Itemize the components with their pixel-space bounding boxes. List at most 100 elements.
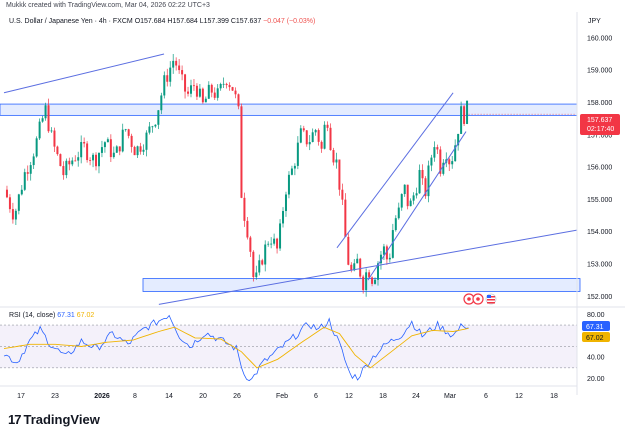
candle-body — [323, 124, 326, 149]
rsi-indicator-name[interactable]: RSI (14, close) — [9, 312, 56, 319]
candle-body — [347, 236, 350, 265]
candle-body — [71, 160, 74, 165]
rsi-value-label: 67.31 — [586, 324, 604, 331]
candle-body — [133, 146, 136, 156]
trendline[interactable] — [3, 53, 165, 94]
candle-body — [249, 237, 252, 252]
trendline[interactable] — [336, 92, 454, 249]
candle-body — [246, 220, 249, 238]
candle-body — [219, 83, 222, 89]
candle-body — [421, 169, 424, 179]
change-value: −0.047 (−0.03%) — [263, 18, 316, 25]
candle-body — [341, 189, 344, 200]
current-price-tag — [580, 114, 620, 135]
candle-body — [118, 146, 121, 152]
support-resistance-zone — [0, 103, 578, 116]
rsi-legend-value: 67.31 — [57, 312, 75, 319]
candle-body — [329, 127, 332, 151]
time-tick-label: 18 — [550, 393, 558, 400]
time-tick-label: 17 — [17, 393, 25, 400]
candle-body — [391, 230, 394, 258]
tradingview-logo[interactable]: 17 TradingView — [8, 412, 100, 427]
candle-body — [394, 218, 397, 231]
candle-body — [65, 160, 68, 176]
candle-body — [68, 160, 71, 165]
price-tick-label: 156.000 — [587, 165, 612, 172]
candle-body — [388, 257, 391, 260]
candle-body — [252, 251, 255, 278]
candle-body — [154, 124, 157, 127]
candle-body — [466, 100, 469, 124]
time-tick-label: Feb — [276, 393, 288, 400]
us-flag-stripe — [487, 302, 495, 304]
candle-body — [47, 105, 50, 132]
high-value: H157.684 — [167, 18, 198, 25]
rsi-legend: RSI (14, close) 67.31 67.02 — [9, 312, 94, 319]
candle-body — [311, 132, 314, 143]
candle-body — [273, 238, 276, 244]
candle-body — [184, 74, 187, 92]
candle-body — [379, 254, 382, 264]
candle-body — [454, 145, 457, 162]
candle-body — [463, 106, 466, 124]
price-tick-label: 154.000 — [587, 229, 612, 236]
candle-body — [335, 159, 338, 163]
candle-body — [424, 178, 427, 197]
candle-body — [121, 129, 124, 152]
rsi-ma-tag — [582, 332, 610, 342]
candle-body — [279, 223, 282, 249]
open-value: O157.684 — [134, 18, 166, 25]
rsi-legend-ma-value: 67.02 — [76, 312, 95, 319]
candle-body — [308, 142, 311, 145]
candle-body — [448, 159, 451, 165]
candle-body — [439, 149, 442, 174]
candle-body — [80, 142, 83, 158]
candle-body — [418, 169, 421, 194]
candle-body — [89, 160, 92, 161]
candle-body — [231, 87, 234, 91]
time-tick-label: 20 — [199, 393, 207, 400]
candle-body — [195, 85, 198, 97]
candle-body — [264, 244, 267, 265]
candle-body — [287, 174, 290, 195]
candle-body — [23, 172, 26, 190]
candle-body — [151, 126, 154, 128]
time-tick-label: 12 — [515, 393, 523, 400]
candle-body — [385, 246, 388, 260]
symbol-name[interactable]: U.S. Dollar / Japanese Yen · 4h · FXCM — [9, 18, 133, 25]
time-tick-label: 12 — [345, 393, 353, 400]
time-tick-label: 2026 — [94, 393, 110, 400]
candle-body — [172, 60, 175, 68]
chart-credit: Mukkk created with TradingView.com, Mar … — [6, 2, 210, 9]
currency-label: JPY — [588, 18, 601, 25]
event-marker-dot-icon — [476, 297, 480, 301]
candle-body — [216, 88, 219, 98]
event-marker-dot-icon — [467, 297, 471, 301]
rsi-tick-label: 80.00 — [587, 312, 605, 319]
candle-body — [427, 165, 430, 197]
candle-body — [261, 260, 264, 265]
candle-body — [314, 130, 317, 133]
rsi-ma-line — [3, 326, 469, 369]
candle-body — [228, 85, 231, 88]
candle-body — [382, 246, 385, 255]
candle-body — [376, 263, 379, 280]
candle-body — [181, 70, 184, 75]
candle-body — [157, 110, 160, 125]
trendline[interactable] — [367, 131, 467, 281]
candle-body — [169, 67, 172, 82]
candle-body — [433, 147, 436, 158]
rsi-tick-label: 20.00 — [587, 376, 605, 383]
time-tick-label: 18 — [379, 393, 387, 400]
price-tick-label: 159.000 — [587, 68, 612, 75]
price-tick-label: 160.000 — [587, 35, 612, 42]
candle-body — [371, 277, 374, 284]
candle-body — [29, 165, 32, 174]
time-tick-label: 6 — [314, 393, 318, 400]
candle-body — [451, 161, 454, 165]
trendline[interactable] — [158, 229, 578, 305]
rsi-ma-label: 67.02 — [586, 335, 604, 342]
candle-body — [166, 75, 169, 82]
candle-body — [374, 279, 377, 284]
candle-body — [409, 200, 412, 207]
